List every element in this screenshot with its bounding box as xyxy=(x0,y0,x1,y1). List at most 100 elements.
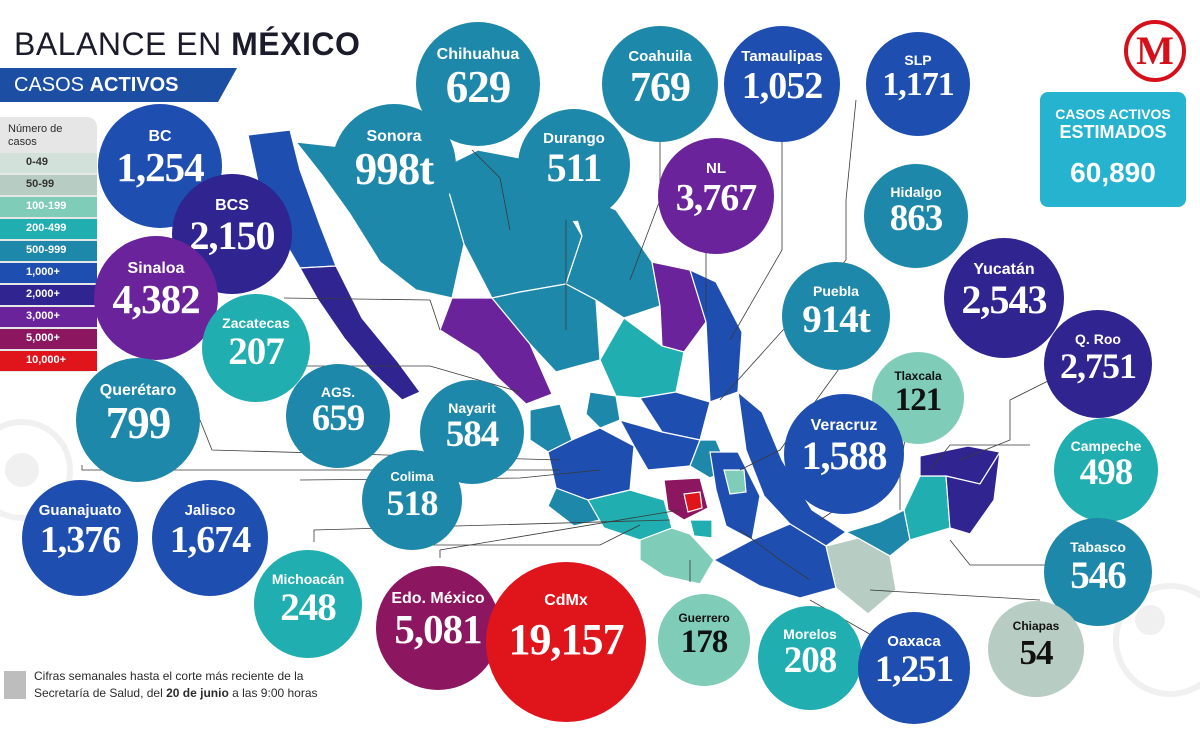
state-name: Durango xyxy=(543,130,605,148)
state-name: Sinaloa xyxy=(127,259,185,277)
state-bubble: Guanajuato 1,376 xyxy=(22,480,138,596)
legend-item: 10,000+ xyxy=(0,351,97,371)
state-name: Veracruz xyxy=(810,416,878,434)
legend-label: 50-99 xyxy=(26,178,55,190)
legend-title: Número de casos xyxy=(8,123,63,148)
note-text-after: a las 9:00 horas xyxy=(232,686,318,700)
legend-item: 100-199 xyxy=(0,197,97,217)
page-title: BALANCE EN MÉXICO xyxy=(14,26,360,63)
legend-swatch xyxy=(0,219,97,239)
state-bubble: Tlaxcala 121 xyxy=(872,352,964,444)
total-value: 60,890 xyxy=(1070,157,1156,188)
state-bubble: Michoacán 248 xyxy=(254,550,362,658)
legend-item: 0-49 xyxy=(0,153,97,173)
note-marker xyxy=(4,671,26,699)
state-name: NL xyxy=(706,160,726,178)
state-name: Tlaxcala xyxy=(894,369,942,384)
state-bubble: SLP 1,171 xyxy=(866,32,970,136)
state-value: 914t xyxy=(802,297,871,341)
state-bubble: AGS. 659 xyxy=(286,364,390,468)
legend-swatch xyxy=(0,197,97,217)
state-bubble: Campeche 498 xyxy=(1054,418,1158,522)
legend-swatch xyxy=(0,263,97,283)
legend-label: 5,000+ xyxy=(26,332,60,344)
state-value: 208 xyxy=(783,640,838,682)
subtitle-banner: CASOS ACTIVOS xyxy=(0,68,237,102)
state-value: 5,081 xyxy=(394,606,482,653)
legend-swatch xyxy=(0,153,97,173)
state-bubble: Querétaro 799 xyxy=(76,358,200,482)
state-bubble: Morelos 208 xyxy=(758,606,862,710)
state-value: 2,751 xyxy=(1060,345,1137,386)
state-name: Hidalgo xyxy=(890,183,942,200)
state-name: Oaxaca xyxy=(887,633,941,651)
state-bubble: Durango 511 xyxy=(518,109,630,221)
state-name: Chiapas xyxy=(1012,619,1060,634)
legend: Número de casos 0-49 50-99 100-199 200-499 5… xyxy=(0,117,97,372)
state-bubble: Veracruz 1,588 xyxy=(784,394,904,514)
legend-label: 1,000+ xyxy=(26,266,60,278)
legend-label: 500-999 xyxy=(26,244,67,256)
state-value: 799 xyxy=(105,398,172,449)
state-value: 518 xyxy=(386,483,439,523)
legend-swatch xyxy=(0,307,97,327)
subtitle-light: CASOS xyxy=(14,74,85,96)
state-bubble: Jalisco 1,674 xyxy=(152,480,268,596)
state-bubble: Tamaulipas 1,052 xyxy=(724,26,840,142)
state-value: 629 xyxy=(445,62,512,113)
state-value: 511 xyxy=(546,145,603,191)
legend-item: 50-99 xyxy=(0,175,97,195)
state-bubble: Colima 518 xyxy=(362,450,462,550)
state-name: Jalisco xyxy=(184,502,236,520)
state-value: 998t xyxy=(354,144,435,195)
state-name: Campeche xyxy=(1070,437,1142,454)
state-name: Querétaro xyxy=(99,381,177,399)
legend-swatch xyxy=(0,351,97,371)
state-name: Yucatán xyxy=(973,260,1035,278)
legend-item: 2,000+ xyxy=(0,285,97,305)
state-value: 546 xyxy=(1070,553,1127,597)
state-value: 3,767 xyxy=(675,176,758,219)
note-date: 20 de junio xyxy=(166,686,229,700)
state-name: SLP xyxy=(904,51,932,68)
state-bubble: Chiapas 54 xyxy=(988,601,1084,697)
state-value: 4,382 xyxy=(112,276,200,323)
legend-swatch xyxy=(0,285,97,305)
legend-item: 500-999 xyxy=(0,241,97,261)
state-name: Sonora xyxy=(366,127,422,145)
note-text-before: Cifras semanales hasta el corte más reci… xyxy=(34,669,304,700)
state-bubble: Hidalgo 863 xyxy=(864,164,968,268)
legend-label: 100-199 xyxy=(26,200,67,212)
virus-decoration-right xyxy=(1113,583,1200,697)
legend-swatch xyxy=(0,175,97,195)
state-name: Tamaulipas xyxy=(741,48,823,66)
state-name: Colima xyxy=(390,469,434,484)
state-name: Q. Roo xyxy=(1075,330,1121,347)
state-name: Coahuila xyxy=(628,48,692,66)
state-name: Edo. México xyxy=(391,589,485,607)
state-bubble: Edo. México 5,081 xyxy=(376,566,500,690)
legend-item: 3,000+ xyxy=(0,307,97,327)
state-name: Morelos xyxy=(783,625,837,642)
state-name: Zacatecas xyxy=(222,314,290,331)
virus-decoration-left xyxy=(0,419,73,521)
milenio-logo: M xyxy=(1124,20,1186,82)
state-bubble: Sinaloa 4,382 xyxy=(94,236,218,360)
state-value: 121 xyxy=(894,382,943,419)
state-name: Tabasco xyxy=(1070,538,1126,555)
state-value: 1,674 xyxy=(169,518,252,561)
state-value: 207 xyxy=(228,329,285,373)
state-value: 769 xyxy=(630,64,691,111)
state-value: 659 xyxy=(311,398,366,440)
state-bubble: Coahuila 769 xyxy=(602,26,718,142)
legend-label: 2,000+ xyxy=(26,288,60,300)
state-name: AGS. xyxy=(320,383,356,400)
state-value: 2,543 xyxy=(961,277,1048,322)
state-value: 248 xyxy=(280,585,337,629)
state-value: 1,588 xyxy=(801,433,888,478)
state-name: Chihuahua xyxy=(436,45,520,63)
total-label-line1: CASOS ACTIVOS xyxy=(1055,106,1171,122)
state-name: BC xyxy=(148,127,172,145)
state-value: 1,254 xyxy=(116,144,204,191)
